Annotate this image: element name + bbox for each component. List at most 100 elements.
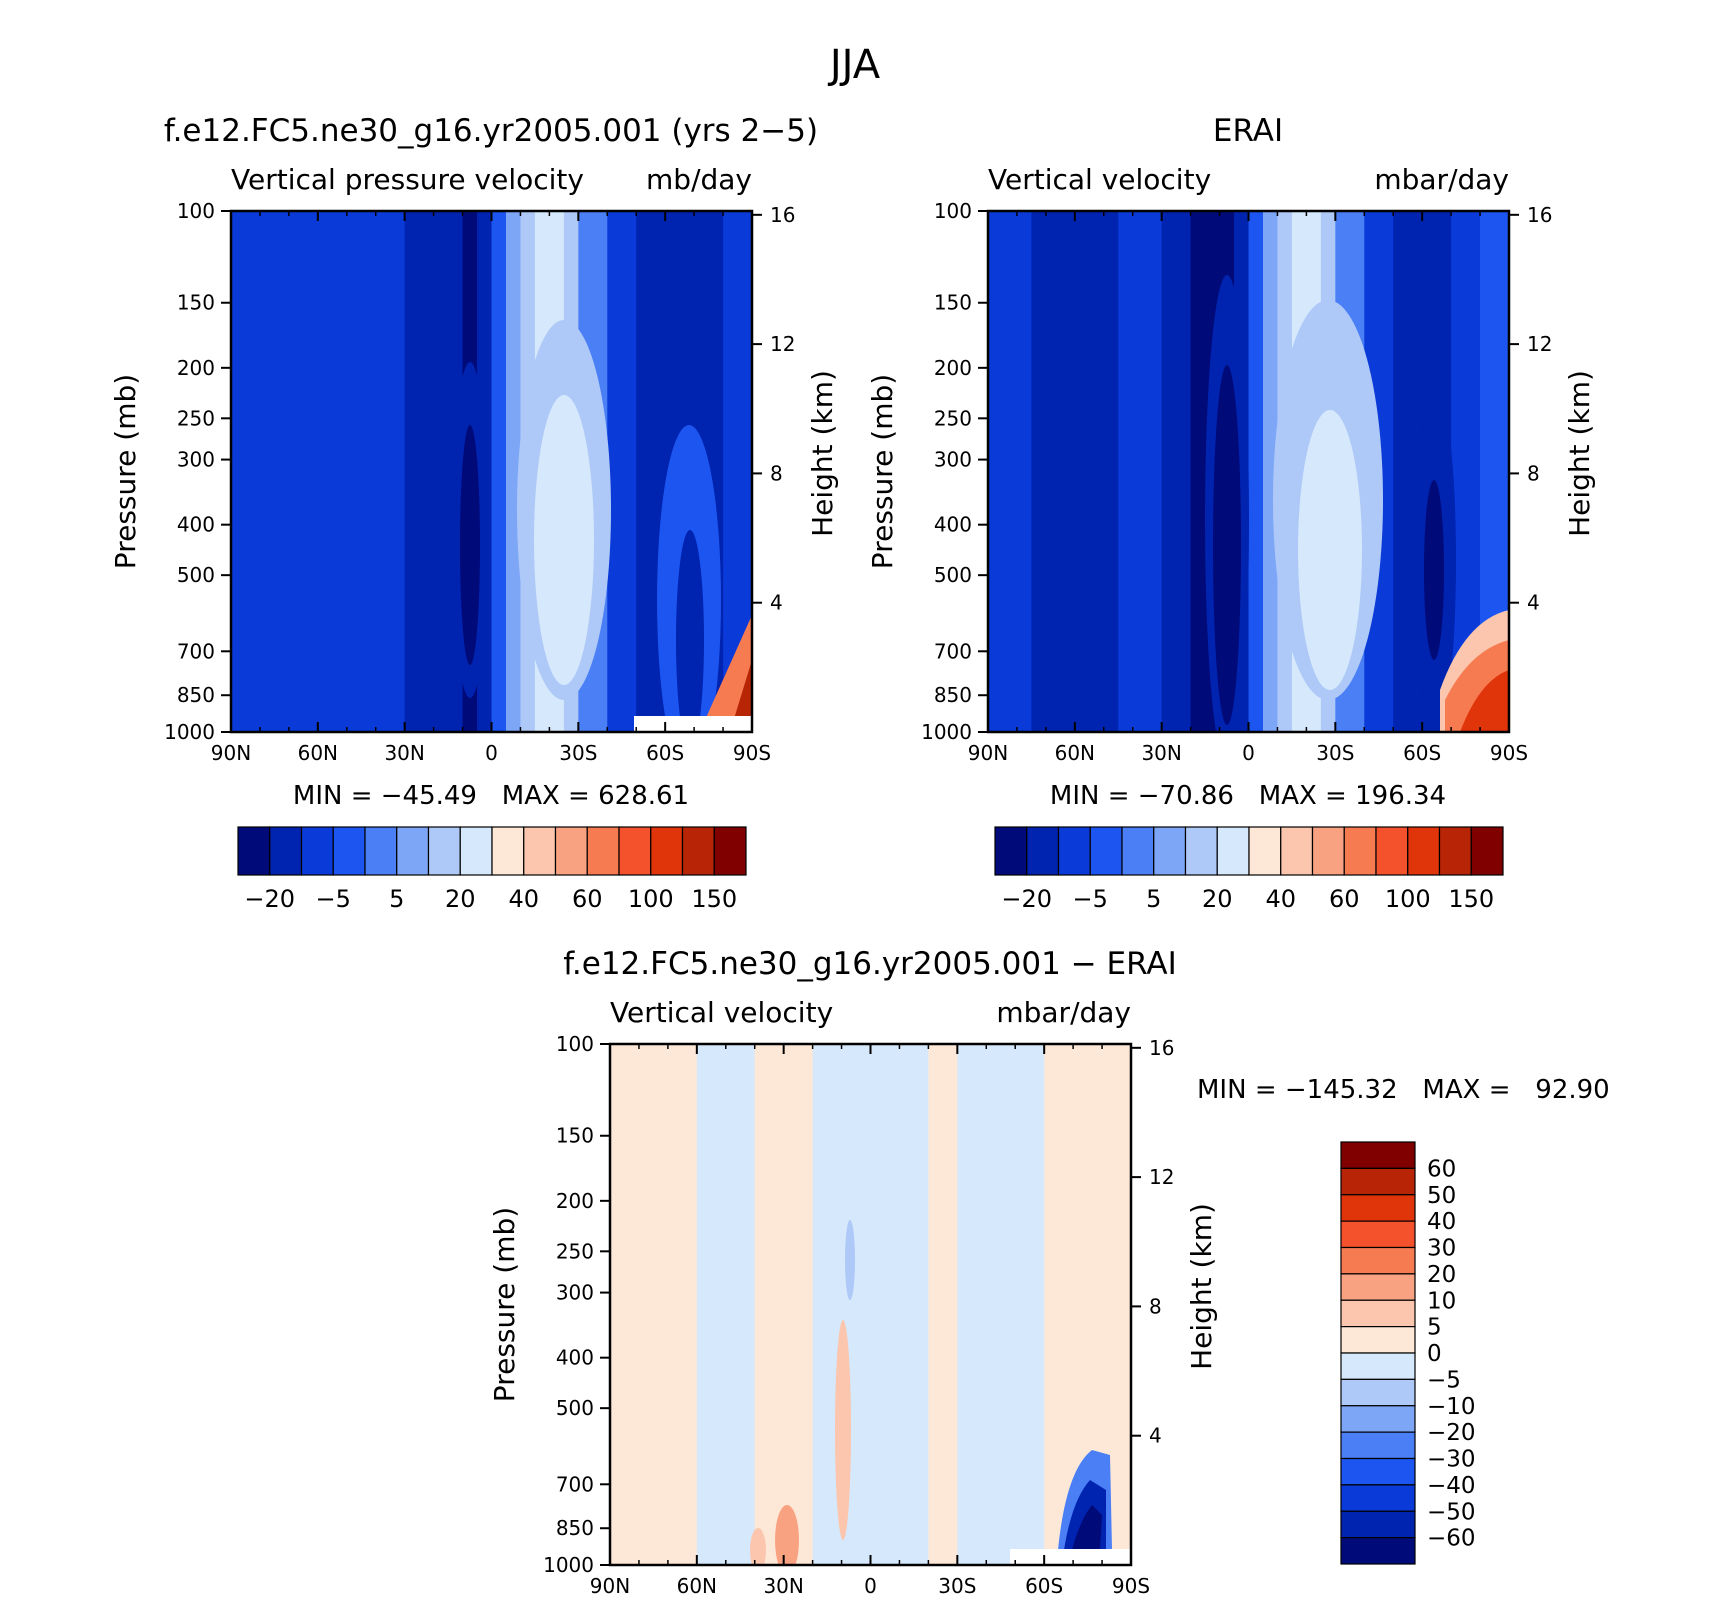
field-band bbox=[231, 211, 276, 732]
y2-tick-label: 4 bbox=[1149, 1424, 1162, 1448]
field-band bbox=[696, 1044, 756, 1565]
field-band bbox=[361, 211, 406, 732]
y-tick-label: 150 bbox=[177, 291, 215, 315]
panel-erai-title: ERAI bbox=[1213, 113, 1283, 149]
field-band bbox=[899, 1044, 929, 1565]
colorbar-box bbox=[491, 826, 525, 876]
colorbar-label: 0 bbox=[1427, 1341, 1442, 1367]
colorbar-box bbox=[427, 826, 461, 876]
colorbar-box bbox=[586, 826, 620, 876]
colorbar-label: −20 bbox=[1427, 1420, 1476, 1446]
field-core-ascent-max bbox=[1213, 365, 1241, 725]
y2-tick-label: 8 bbox=[1527, 461, 1540, 485]
y-tick-label: 850 bbox=[177, 683, 215, 707]
panel-model-field bbox=[231, 211, 752, 732]
colorbar-box bbox=[1470, 826, 1504, 876]
colorbar-label: 30 bbox=[1427, 1236, 1456, 1262]
y-tick-label: 700 bbox=[177, 639, 215, 663]
colorbar-box bbox=[237, 826, 271, 876]
y-tick-label: 300 bbox=[934, 448, 972, 472]
x-tick-label: 60S bbox=[1403, 741, 1441, 765]
colorbar-box bbox=[1089, 826, 1123, 876]
field-negative-anomaly bbox=[845, 1220, 855, 1300]
colorbar-box bbox=[459, 826, 493, 876]
colorbar-box bbox=[1216, 826, 1250, 876]
y2-tick-label: 12 bbox=[770, 332, 795, 356]
colorbar-label: 5 bbox=[1146, 885, 1161, 913]
panel-model-units: mb/day bbox=[646, 163, 752, 196]
y2-tick-label: 8 bbox=[1149, 1294, 1162, 1318]
colorbar-box bbox=[332, 826, 366, 876]
y-axis-title: Pressure (mb) bbox=[488, 1207, 521, 1402]
panel-erai-minmax: MIN = −70.86 MAX = 196.34 bbox=[1050, 781, 1446, 811]
x-tick-label: 60N bbox=[677, 1574, 717, 1598]
field-band bbox=[607, 211, 637, 732]
y2-axis-title: Height (km) bbox=[1563, 370, 1596, 537]
panel-model-title: f.e12.FC5.ne30_g16.yr2005.001 (yrs 2−5) bbox=[164, 113, 818, 149]
colorbar-box bbox=[1340, 1246, 1416, 1275]
y2-tick-label: 4 bbox=[770, 591, 783, 615]
x-tick-label: 60S bbox=[1025, 1574, 1063, 1598]
colorbar-label: −20 bbox=[1001, 885, 1052, 913]
panel-difference-units: mbar/day bbox=[996, 996, 1131, 1029]
colorbar-label: −5 bbox=[316, 885, 351, 913]
colorbar-box bbox=[1026, 826, 1060, 876]
field-positive-anomaly bbox=[750, 1528, 766, 1565]
x-tick-label: 90N bbox=[211, 741, 251, 765]
colorbar-box bbox=[1340, 1510, 1416, 1539]
y-tick-label: 250 bbox=[556, 1239, 594, 1263]
field-polar-descent-core bbox=[1460, 670, 1509, 732]
y-tick-label: 850 bbox=[556, 1516, 594, 1540]
field-missing-data bbox=[634, 716, 752, 732]
y2-tick-label: 4 bbox=[1527, 591, 1540, 615]
panel-erai-units: mbar/day bbox=[1374, 163, 1509, 196]
y-tick-label: 150 bbox=[556, 1124, 594, 1148]
x-tick-label: 60N bbox=[1055, 741, 1095, 765]
colorbar-label: 5 bbox=[1427, 1315, 1442, 1341]
panel-model-minmax: MIN = −45.49 MAX = 628.61 bbox=[293, 781, 689, 811]
colorbar-box bbox=[1280, 826, 1314, 876]
colorbar-label: 60 bbox=[1329, 885, 1360, 913]
field-core-ascent-max bbox=[460, 425, 480, 665]
panel-model-colorbar: −20 −5 5 20 40 60 100 150 bbox=[237, 826, 747, 913]
x-tick-label: 60S bbox=[646, 741, 684, 765]
colorbar-box bbox=[1340, 1457, 1416, 1486]
x-tick-label: 30S bbox=[938, 1574, 976, 1598]
y-tick-label: 850 bbox=[934, 683, 972, 707]
colorbar-box bbox=[1340, 1431, 1416, 1460]
y2-tick-label: 8 bbox=[770, 461, 783, 485]
x-tick-label: 30N bbox=[384, 741, 424, 765]
field-polar-negative-max bbox=[1072, 1505, 1102, 1550]
field-positive-anomaly bbox=[775, 1505, 799, 1565]
x-tick-label: 0 bbox=[485, 741, 498, 765]
figure-title: JJA bbox=[827, 42, 881, 88]
field-band bbox=[928, 1044, 958, 1565]
x-tick-label: 0 bbox=[864, 1574, 877, 1598]
field-band bbox=[783, 1044, 814, 1565]
colorbar-label: 100 bbox=[628, 885, 674, 913]
x-tick-label: 30S bbox=[1316, 741, 1354, 765]
colorbar-box bbox=[364, 826, 398, 876]
colorbar-box bbox=[1340, 1220, 1416, 1249]
field-south-ascent-max bbox=[676, 530, 704, 732]
y-tick-label: 500 bbox=[556, 1396, 594, 1420]
colorbar-label: 20 bbox=[445, 885, 476, 913]
colorbar-box bbox=[1340, 1326, 1416, 1354]
y-tick-label: 200 bbox=[934, 356, 972, 380]
colorbar-label: 60 bbox=[572, 885, 603, 913]
colorbar-box bbox=[1407, 826, 1441, 876]
colorbar-box bbox=[1340, 1405, 1416, 1433]
colorbar-box bbox=[618, 826, 652, 876]
colorbar-box bbox=[1248, 826, 1282, 876]
colorbar-box bbox=[269, 826, 303, 876]
panel-difference-title: f.e12.FC5.ne30_g16.yr2005.001 − ERAI bbox=[563, 946, 1177, 982]
y-tick-label: 250 bbox=[177, 406, 215, 430]
field-core-descent-max bbox=[534, 395, 594, 685]
colorbar-label: 150 bbox=[691, 885, 737, 913]
colorbar-label: 40 bbox=[508, 885, 539, 913]
y2-tick-label: 12 bbox=[1149, 1165, 1174, 1189]
y2-axis-title: Height (km) bbox=[806, 370, 839, 537]
field-band bbox=[505, 211, 522, 732]
